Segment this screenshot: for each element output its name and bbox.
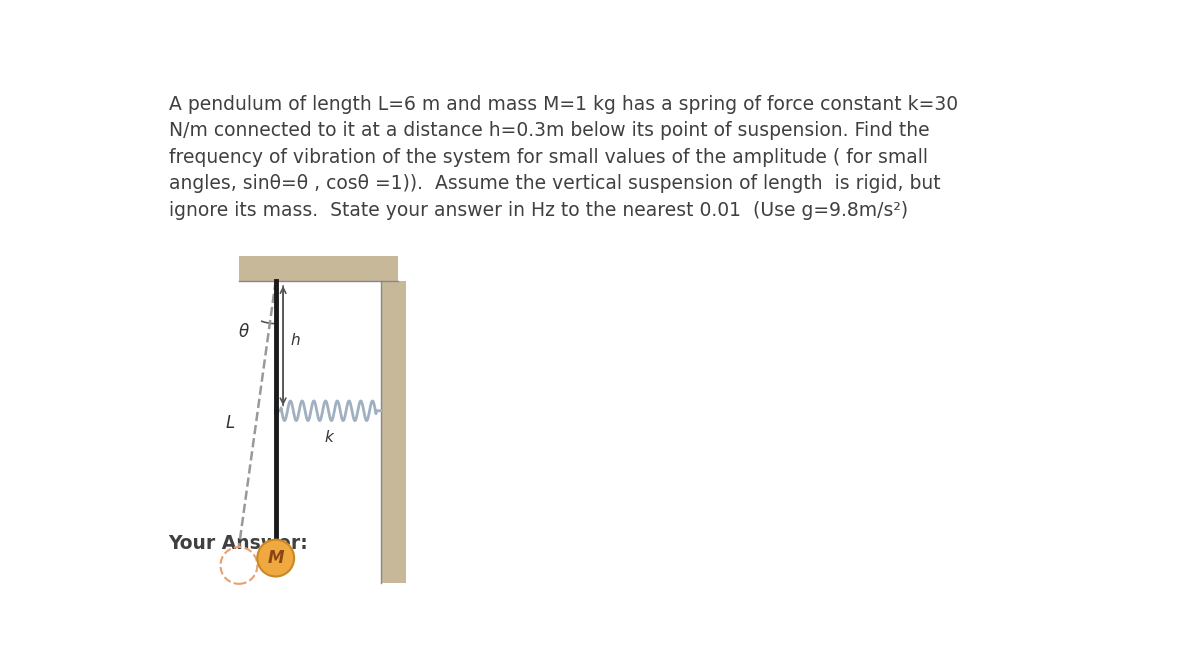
- Text: L: L: [226, 414, 235, 432]
- Circle shape: [257, 539, 294, 576]
- Bar: [239, 256, 398, 281]
- Text: Your Answer:: Your Answer:: [168, 533, 308, 553]
- Text: $\theta$: $\theta$: [238, 323, 250, 341]
- Bar: [382, 281, 406, 582]
- Text: k: k: [324, 430, 332, 446]
- Text: A pendulum of length L=6 m and mass M=1 kg has a spring of force constant k=30
N: A pendulum of length L=6 m and mass M=1 …: [168, 95, 958, 219]
- Text: M: M: [268, 549, 284, 567]
- Text: h: h: [290, 333, 300, 348]
